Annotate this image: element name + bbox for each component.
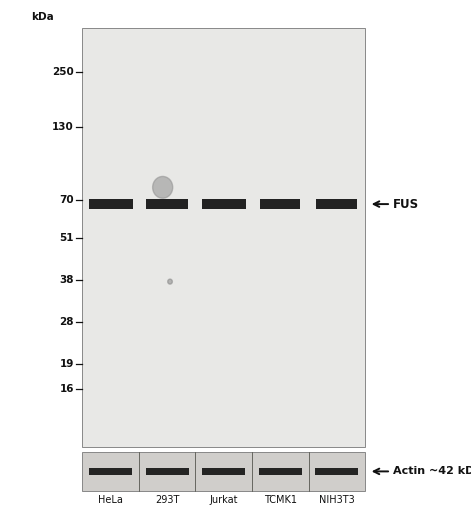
Bar xyxy=(146,468,189,475)
Text: 28: 28 xyxy=(59,317,74,327)
Text: 293T: 293T xyxy=(155,495,179,505)
Bar xyxy=(259,468,302,475)
Bar xyxy=(146,199,188,208)
Text: 130: 130 xyxy=(52,122,74,131)
Bar xyxy=(260,199,300,208)
Text: 38: 38 xyxy=(59,274,74,285)
Text: 250: 250 xyxy=(52,67,74,77)
Text: 51: 51 xyxy=(59,234,74,243)
Text: Actin ~42 kDa: Actin ~42 kDa xyxy=(393,467,471,476)
Text: TCMK1: TCMK1 xyxy=(264,495,297,505)
Circle shape xyxy=(153,176,173,198)
Bar xyxy=(82,28,365,447)
Text: 16: 16 xyxy=(59,384,74,394)
Bar xyxy=(202,468,245,475)
Bar xyxy=(202,199,245,208)
Bar xyxy=(82,452,365,491)
Text: Jurkat: Jurkat xyxy=(210,495,238,505)
Text: 70: 70 xyxy=(59,195,74,205)
Bar xyxy=(315,468,358,475)
Bar xyxy=(89,468,132,475)
Circle shape xyxy=(168,279,172,284)
Text: FUS: FUS xyxy=(393,198,419,211)
Bar xyxy=(317,199,357,208)
Text: kDa: kDa xyxy=(31,12,54,22)
Text: HeLa: HeLa xyxy=(98,495,123,505)
Text: NIH3T3: NIH3T3 xyxy=(319,495,355,505)
Bar xyxy=(89,199,132,208)
Text: 19: 19 xyxy=(59,359,74,369)
